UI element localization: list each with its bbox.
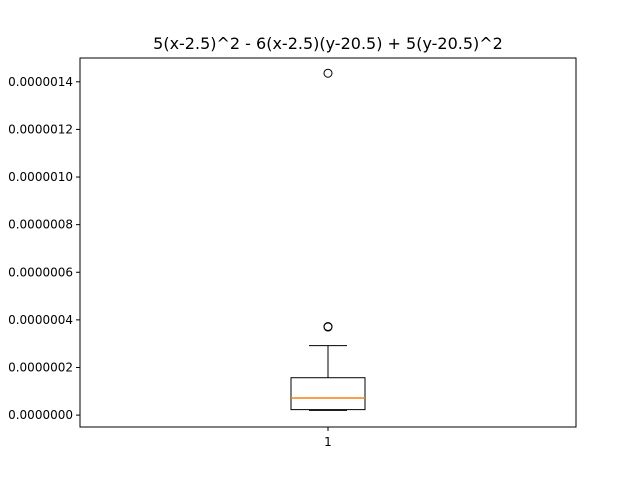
chart-title: 5(x-2.5)^2 - 6(x-2.5)(y-20.5) + 5(y-20.5…	[153, 34, 503, 53]
y-tick-label: 0.0000010	[8, 170, 73, 184]
outlier-point	[323, 68, 333, 78]
y-tick-label: 0.0000004	[8, 313, 73, 327]
y-axis: 0.0000000 0.0000002 0.0000004 0.0000006 0.00…	[8, 75, 80, 422]
y-tick-label: 0.0000000	[8, 408, 73, 422]
outlier-point	[323, 322, 333, 332]
y-tick-label: 0.0000012	[8, 122, 73, 136]
plot-area	[290, 68, 366, 411]
iqr-box	[290, 377, 366, 411]
y-tick-label: 0.0000006	[8, 265, 73, 279]
y-tick-label: 0.0000002	[8, 360, 73, 374]
y-tick-label: 0.0000014	[8, 75, 73, 89]
y-tick-label: 0.0000008	[8, 218, 73, 232]
axes-frame	[79, 57, 577, 428]
box-plot-1	[290, 68, 366, 411]
x-tick-label: 1	[324, 435, 332, 449]
x-axis: 1	[324, 427, 332, 449]
